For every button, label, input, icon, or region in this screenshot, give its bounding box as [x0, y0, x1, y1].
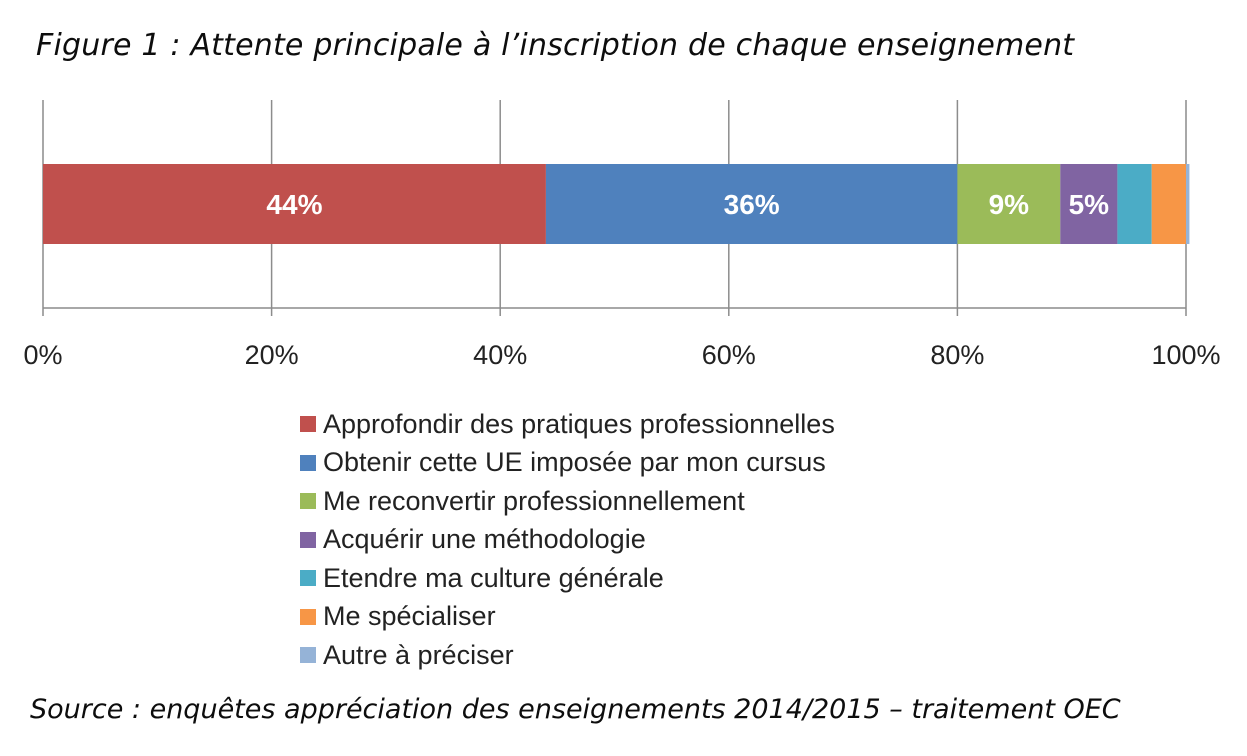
x-tick-label: 100%	[1151, 340, 1220, 370]
legend-swatch	[300, 454, 316, 471]
data-label: 44%	[266, 189, 322, 220]
legend-swatch	[300, 647, 316, 664]
legend-swatch	[300, 531, 316, 548]
bar-segment	[1117, 164, 1152, 244]
bar-segment	[957, 164, 1061, 244]
bar-segment	[1186, 164, 1190, 244]
bar-segment	[43, 164, 546, 244]
x-tick-label: 0%	[23, 340, 62, 370]
legend-label: Approfondir des pratiques professionnell…	[323, 408, 835, 439]
source-note: Source : enquêtes appréciation des ensei…	[30, 694, 1121, 725]
legend-item: Me reconvertir professionnellement	[300, 482, 835, 521]
legend-label: Acquérir une méthodologie	[323, 524, 646, 555]
x-tick-label: 40%	[473, 340, 527, 370]
data-label: 5%	[1069, 189, 1110, 220]
legend-item: Etendre ma culture générale	[300, 559, 835, 598]
figure-title: Figure 1 : Attente principale à l’inscri…	[36, 28, 1075, 63]
chart-legend: Approfondir des pratiques professionnell…	[300, 405, 835, 675]
legend-label: Autre à préciser	[323, 639, 514, 670]
stacked-bar-chart: 0% 20% 40% 60% 80% 100% 44% 36% 9% 5%	[23, 100, 1221, 370]
bar-segment	[1060, 164, 1118, 244]
legend-swatch	[300, 416, 316, 433]
legend-item: Autre à préciser	[300, 636, 835, 675]
x-tick-label: 60%	[702, 340, 756, 370]
legend-item: Approfondir des pratiques professionnell…	[300, 405, 835, 444]
legend-label: Me spécialiser	[323, 601, 496, 632]
bar-segment	[545, 164, 958, 244]
x-tick-label: 20%	[245, 340, 299, 370]
legend-swatch	[300, 608, 316, 625]
bar-segment	[1151, 164, 1186, 244]
legend-label: Me reconvertir professionnellement	[323, 485, 745, 516]
x-tick-label: 80%	[930, 340, 984, 370]
legend-item: Me spécialiser	[300, 598, 835, 637]
legend-item: Obtenir cette UE imposée par mon cursus	[300, 444, 835, 483]
legend-label: Etendre ma culture générale	[323, 562, 664, 593]
data-label: 9%	[989, 189, 1030, 220]
legend-label: Obtenir cette UE imposée par mon cursus	[323, 447, 826, 478]
legend-swatch	[300, 570, 316, 587]
legend-swatch	[300, 493, 316, 510]
data-label: 36%	[724, 189, 780, 220]
legend-item: Acquérir une méthodologie	[300, 521, 835, 560]
